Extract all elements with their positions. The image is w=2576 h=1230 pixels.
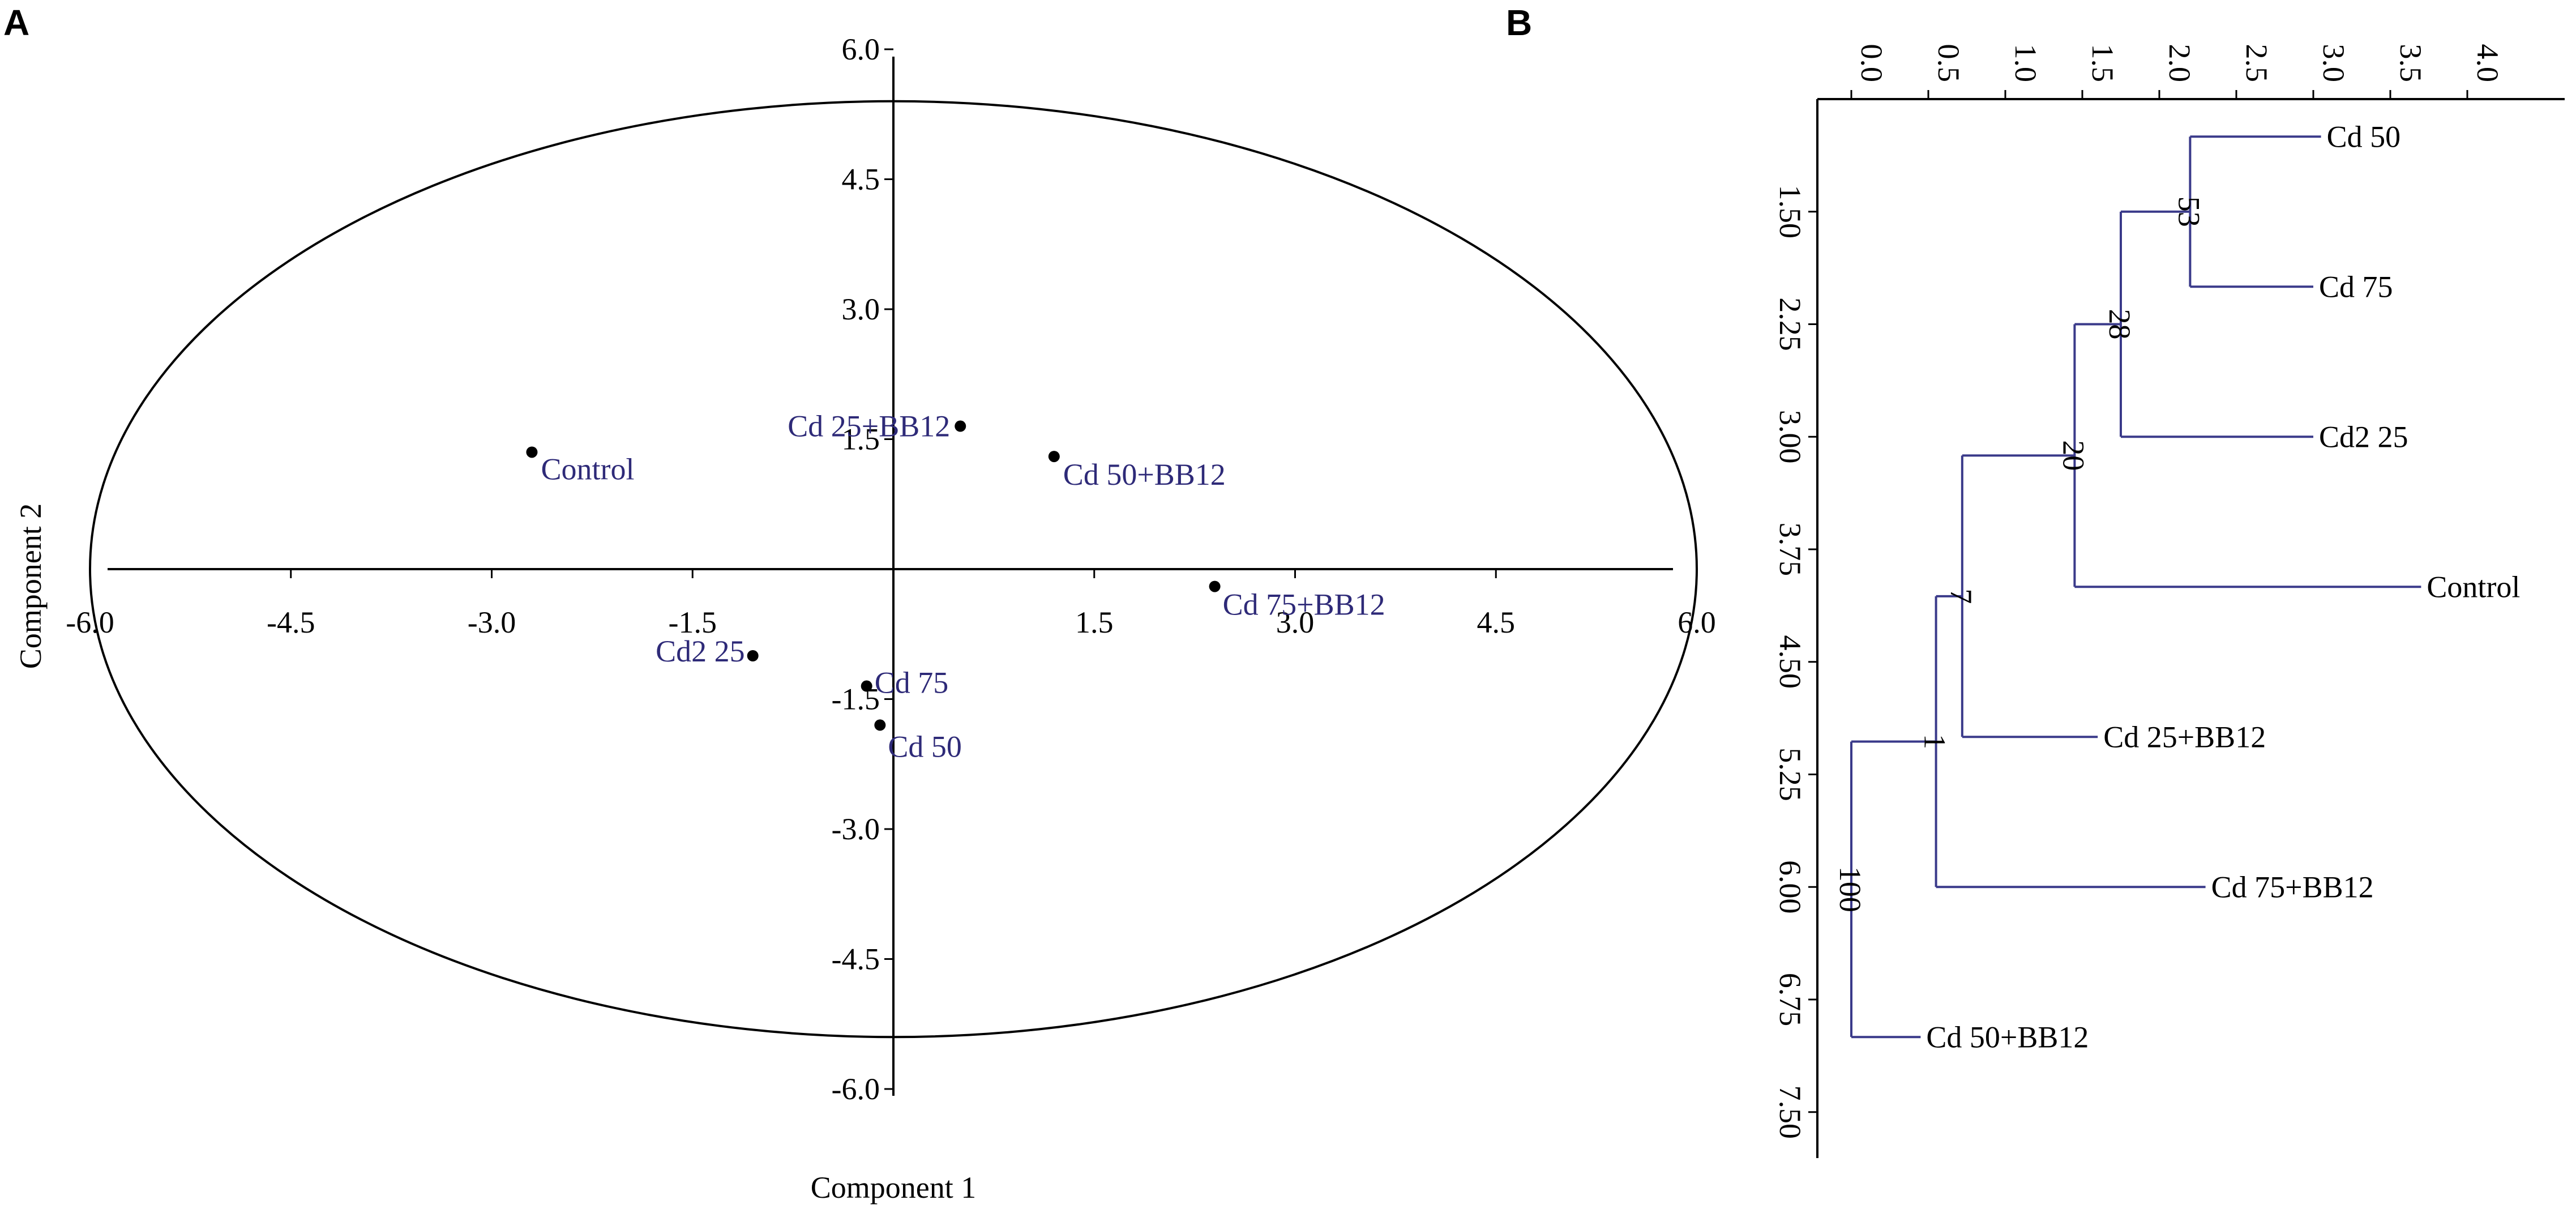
leaf-label: Control bbox=[2427, 570, 2520, 604]
node-support-label: 100 bbox=[1833, 866, 1867, 912]
position-tick-label: 2.25 bbox=[1773, 297, 1807, 351]
data-point bbox=[874, 719, 886, 731]
x-tick-label: -1.5 bbox=[669, 605, 717, 639]
node-support-label: 28 bbox=[2103, 309, 2137, 340]
data-point bbox=[861, 680, 872, 692]
leaf-label: Cd 75 bbox=[2319, 270, 2393, 304]
data-point bbox=[526, 446, 538, 458]
y-tick-label: -4.5 bbox=[832, 942, 880, 976]
panel-a-letter: A bbox=[3, 2, 29, 43]
x-tick-label: -3.0 bbox=[468, 605, 516, 639]
position-tick-label: 4.50 bbox=[1773, 635, 1807, 689]
leaf-label: Cd 75+BB12 bbox=[2211, 870, 2374, 904]
distance-tick-label: 3.5 bbox=[2394, 44, 2428, 83]
y-tick-label: -6.0 bbox=[832, 1072, 880, 1106]
node-support-label: 1 bbox=[1918, 734, 1952, 749]
distance-tick-label: 2.5 bbox=[2240, 44, 2274, 83]
y-tick-label: 1.5 bbox=[842, 422, 880, 456]
branch-group bbox=[1850, 135, 2421, 1039]
x-tick-label: 6.0 bbox=[1678, 605, 1716, 639]
x-tick-label: 1.5 bbox=[1075, 605, 1114, 639]
y-tick-label: -1.5 bbox=[832, 682, 880, 716]
node-support-label: 7 bbox=[1944, 588, 1978, 604]
position-tick-label: 6.00 bbox=[1773, 860, 1807, 914]
point-group: Control Cd 25+BB12 Cd 50+BB12 Cd 75+BB12 Cd2… bbox=[526, 409, 1385, 763]
data-point bbox=[1048, 451, 1060, 463]
distance-tick-label: 3.0 bbox=[2317, 44, 2351, 83]
y-tick-label: 6.0 bbox=[842, 32, 880, 66]
distance-tick-label: 0.0 bbox=[1855, 44, 1889, 83]
y-tick-group: 6.0 4.5 3.0 1.5 -1.5 -3.0 -4.5 -6.0 bbox=[832, 32, 893, 1106]
data-point bbox=[1209, 580, 1221, 592]
x-tick-label: -6.0 bbox=[66, 605, 114, 639]
leaf-label: Cd 50 bbox=[2327, 119, 2401, 153]
data-point bbox=[955, 420, 966, 432]
distance-tick-label: 0.5 bbox=[1932, 44, 1966, 83]
distance-tick-label: 2.0 bbox=[2163, 44, 2197, 83]
point-label: Cd 75+BB12 bbox=[1223, 588, 1385, 622]
leaf-label: Cd 50+BB12 bbox=[1926, 1020, 2089, 1054]
x-tick-label: -4.5 bbox=[267, 605, 315, 639]
node-label-group: 53 28 20 7 1 100 bbox=[1833, 197, 2206, 912]
y-tick-label: 3.0 bbox=[842, 292, 880, 326]
node-support-label: 53 bbox=[2172, 197, 2206, 227]
distance-tick-label: 1.5 bbox=[2086, 44, 2120, 83]
node-support-label: 20 bbox=[2056, 440, 2090, 471]
y-tick-label: 4.5 bbox=[842, 163, 880, 197]
pca-scatter-chart: -6.0 -4.5 -3.0 -1.5 1.5 3.0 4.5 6.0 6.0 4.5 3.0 1.… bbox=[14, 32, 1716, 1205]
x-tick-label: 4.5 bbox=[1477, 605, 1516, 639]
dendrogram-chart: 0.0 0.5 1.0 1.5 2.0 2.5 3.0 3.5 4.0 1.50 2.25 3.00… bbox=[1773, 44, 2565, 1158]
position-tick-label: 3.00 bbox=[1773, 410, 1807, 464]
distance-tick-label: 4.0 bbox=[2471, 44, 2505, 83]
position-tick-group: 1.50 2.25 3.00 3.75 4.50 5.25 6.00 6.75 7.50 bbox=[1773, 185, 1817, 1139]
leaf-label: Cd 25+BB12 bbox=[2103, 720, 2266, 754]
point-label: Cd 25+BB12 bbox=[788, 409, 950, 443]
point-label: Cd 75 bbox=[875, 666, 949, 700]
point-label: Control bbox=[541, 452, 634, 486]
leaf-label: Cd2 25 bbox=[2319, 420, 2408, 454]
position-tick-label: 1.50 bbox=[1773, 185, 1807, 239]
position-tick-label: 3.75 bbox=[1773, 523, 1807, 576]
distance-tick-group: 0.0 0.5 1.0 1.5 2.0 2.5 3.0 3.5 4.0 bbox=[1850, 44, 2505, 99]
point-label: Cd 50+BB12 bbox=[1063, 458, 1226, 492]
x-tick-label: 3.0 bbox=[1276, 605, 1315, 639]
y-tick-label: -3.0 bbox=[832, 812, 880, 846]
y-axis-title: Component 2 bbox=[14, 503, 48, 669]
leaf-label-group: Cd 50 Cd 75 Cd2 25 Control Cd 25+BB12 Cd 75+B… bbox=[1926, 119, 2520, 1054]
panel-b-letter: B bbox=[1506, 2, 1532, 43]
position-tick-label: 6.75 bbox=[1773, 973, 1807, 1027]
point-label: Cd 50 bbox=[888, 729, 962, 763]
position-tick-label: 7.50 bbox=[1773, 1086, 1807, 1139]
data-point bbox=[747, 650, 759, 661]
distance-tick-label: 1.0 bbox=[2009, 44, 2043, 83]
x-tick-group: -6.0 -4.5 -3.0 -1.5 1.5 3.0 4.5 6.0 bbox=[66, 569, 1716, 639]
x-axis-title: Component 1 bbox=[811, 1171, 977, 1205]
point-label: Cd2 25 bbox=[656, 634, 745, 668]
position-tick-label: 5.25 bbox=[1773, 748, 1807, 801]
